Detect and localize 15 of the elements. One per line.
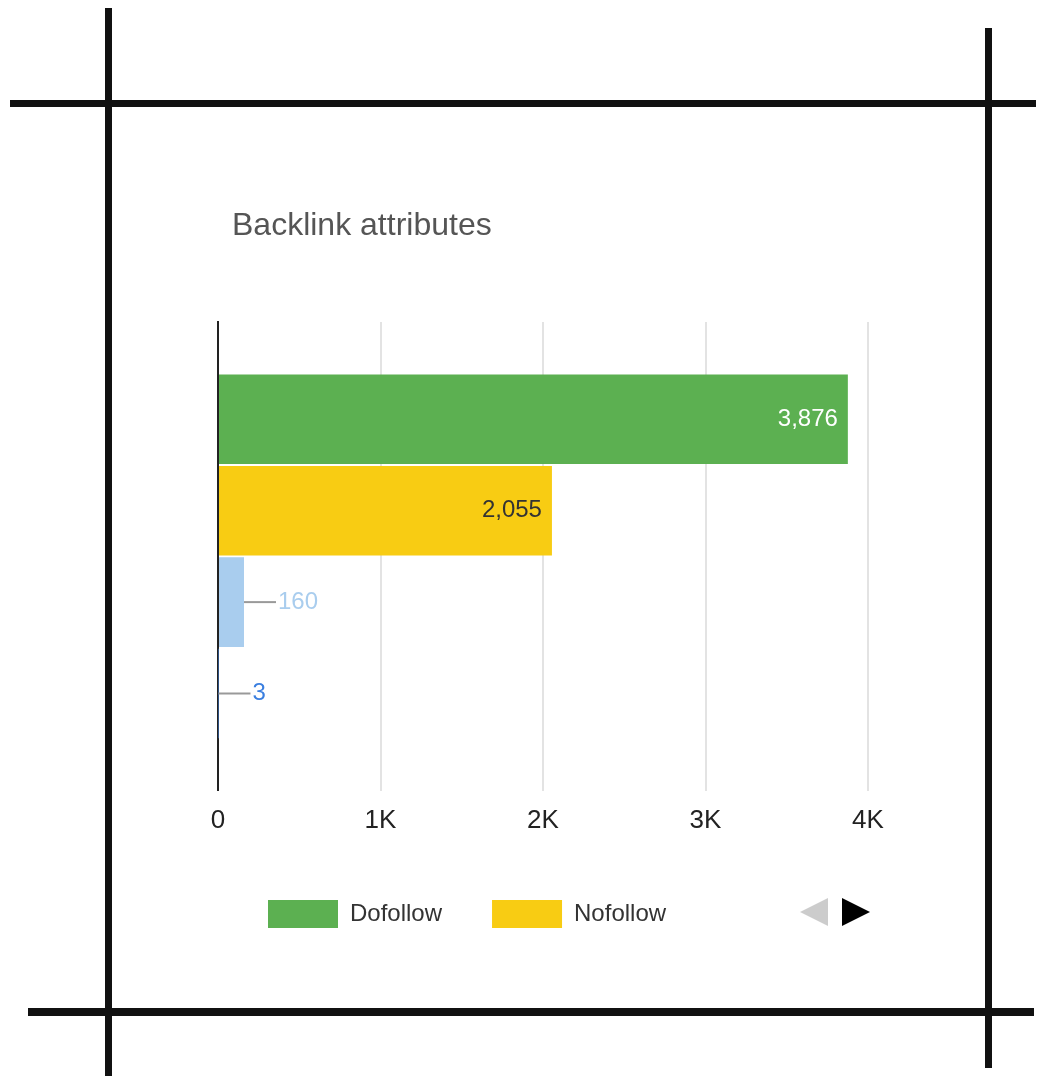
- data-label: 160: [278, 586, 319, 614]
- bar: [219, 465, 552, 556]
- bar: [219, 374, 848, 465]
- data-label: 3,876: [777, 403, 838, 431]
- x-tick-label: 0: [210, 803, 226, 834]
- x-tick-label: 3K: [689, 803, 723, 834]
- data-label: 3: [252, 678, 266, 706]
- bar: [219, 557, 244, 647]
- legend-label: Nofollow: [574, 898, 667, 926]
- chart-title: Backlink attributes: [232, 206, 492, 243]
- x-tick-label: 1K: [364, 803, 398, 834]
- data-label: 2,055: [481, 495, 542, 523]
- x-tick-label: 2K: [527, 803, 560, 834]
- legend-label: Dofollow: [350, 898, 443, 926]
- x-tick-label: 4K: [852, 803, 885, 834]
